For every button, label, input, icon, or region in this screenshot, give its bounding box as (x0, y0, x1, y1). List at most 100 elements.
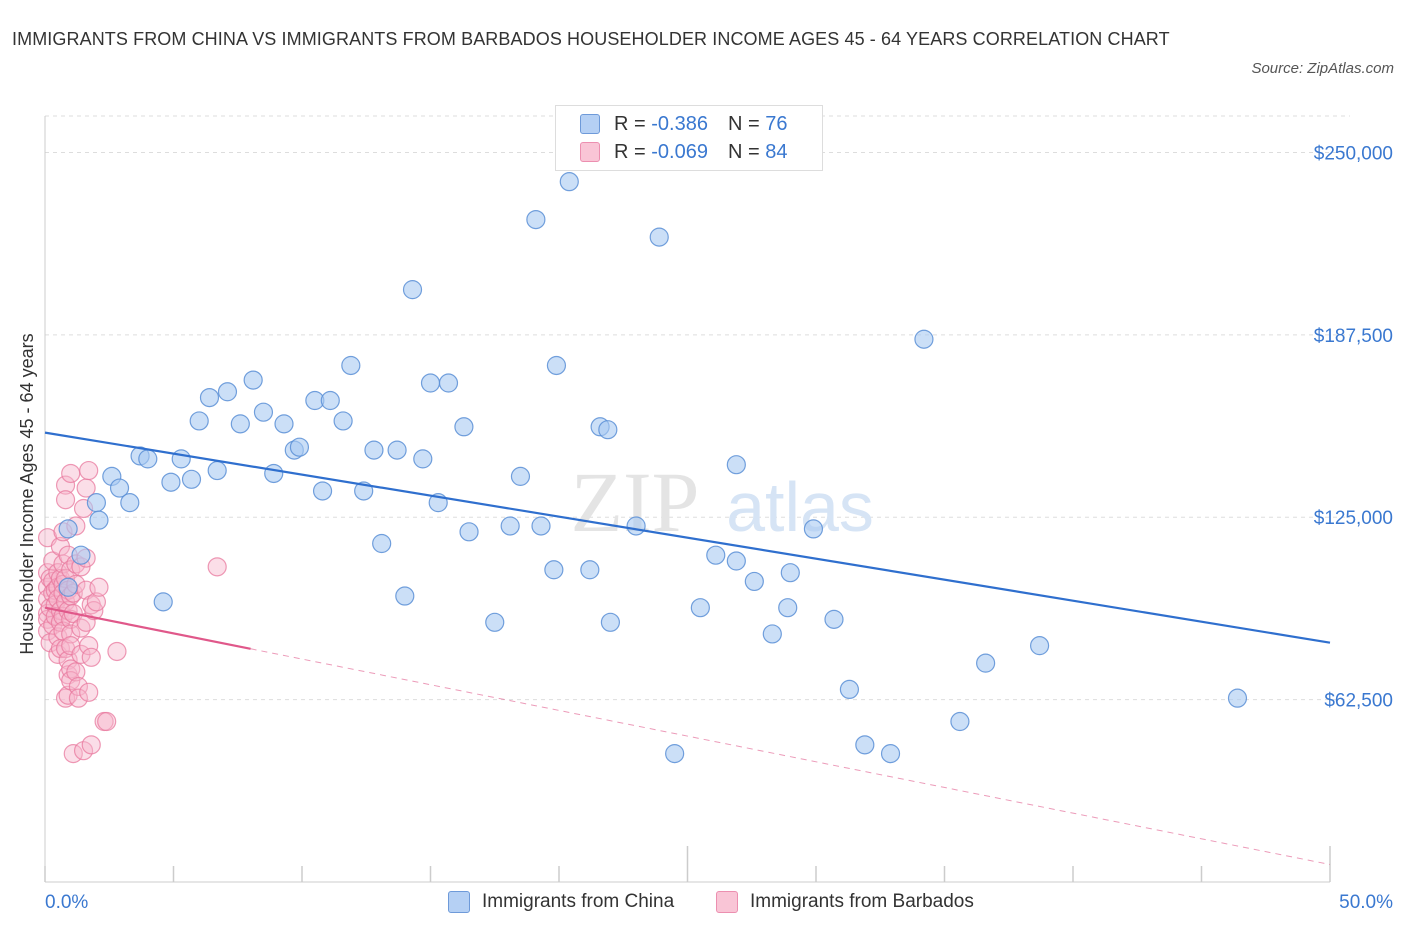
china-point (58, 519, 78, 539)
china-r-value: -0.386 (651, 112, 708, 135)
bottom-legend-china[interactable]: Immigrants from China (448, 888, 674, 916)
china-point (199, 387, 220, 408)
barbados-point (61, 463, 81, 484)
source-credit: Source: ZipAtlas.com (1251, 60, 1394, 77)
china-point (171, 449, 191, 469)
barbados-point (81, 735, 101, 755)
y-axis-label: Householder Income Ages 45 - 64 years (17, 333, 37, 654)
barbados-series (37, 460, 227, 764)
china-point (824, 609, 844, 629)
china-legend-label: Immigrants from China (482, 891, 675, 912)
china-point (744, 571, 764, 592)
china-point (109, 478, 130, 498)
watermark: ZIP atlas (571, 454, 874, 550)
china-point (395, 586, 415, 606)
china-series (58, 172, 1248, 764)
barbados-r-label: R = (614, 140, 652, 163)
china-point (726, 455, 746, 475)
barbados-point (55, 475, 76, 495)
china-point (649, 227, 669, 247)
china-point (312, 481, 333, 501)
china-point (230, 414, 250, 434)
barbados-point (79, 636, 99, 656)
china-point (264, 463, 284, 484)
china-point (626, 516, 646, 536)
china-point (161, 472, 181, 492)
legend-row-barbados: R = -0.069 N = 84 (580, 139, 787, 165)
china-point (880, 744, 901, 764)
china-point (207, 460, 227, 481)
china-point (189, 411, 209, 431)
china-swatch (580, 114, 600, 134)
china-legend-swatch (448, 891, 470, 913)
barbados-point (79, 682, 99, 702)
china-point (803, 519, 824, 539)
china-point (559, 172, 579, 192)
barbados-point (71, 618, 91, 638)
gridlines (45, 115, 1350, 701)
china-point (217, 382, 238, 402)
barbados-point (66, 662, 86, 682)
china-point (71, 545, 91, 565)
china-point (289, 437, 310, 457)
barbados-point (68, 688, 89, 708)
china-point (454, 417, 474, 437)
china-point (413, 449, 433, 469)
china-point (665, 744, 685, 764)
x-tick-label-min: 0.0% (45, 892, 88, 913)
china-point (341, 355, 361, 376)
trendlines (44, 431, 1331, 865)
barbados-point (73, 741, 94, 761)
china-point (438, 373, 459, 393)
china-point (914, 329, 934, 349)
barbados-trendline-dashed (250, 648, 1331, 865)
china-point (1227, 688, 1248, 708)
china-point (855, 735, 875, 755)
barbados-point (86, 592, 107, 612)
barbados-swatch (580, 142, 600, 162)
barbados-point (89, 577, 109, 597)
barbados-point (55, 490, 76, 510)
china-point (153, 592, 173, 612)
china-trendline (44, 431, 1331, 644)
barbados-point (207, 557, 227, 577)
y-tick-label: $62,500 (1324, 691, 1393, 712)
china-point (780, 563, 800, 583)
china-point (89, 510, 109, 530)
china-point (243, 370, 263, 390)
barbados-n-label: N = (727, 140, 766, 163)
china-point (387, 440, 407, 460)
china-point (364, 440, 384, 460)
china-n-label: N = (727, 112, 766, 135)
watermark-atlas: atlas (726, 468, 874, 546)
china-point (485, 612, 505, 632)
barbados-point (97, 711, 117, 732)
china-point (762, 624, 782, 644)
china-point (402, 280, 423, 300)
barbados-r-value: -0.069 (651, 140, 708, 163)
correlation-legend: R = -0.386 N = 76 R = -0.069 N = 84 (555, 105, 823, 171)
china-point (600, 612, 621, 632)
china-point (58, 577, 78, 597)
china-n-value: 76 (765, 112, 788, 135)
china-point (138, 449, 158, 469)
china-point (420, 373, 441, 393)
china-point (120, 493, 140, 513)
china-point (950, 711, 970, 732)
china-point (372, 533, 392, 554)
barbados-legend-label: Immigrants from Barbados (750, 891, 974, 912)
china-point (546, 355, 567, 376)
barbados-point (81, 647, 101, 667)
barbados-legend-swatch (716, 891, 738, 913)
china-point (274, 414, 294, 434)
barbados-n-value: 84 (765, 140, 788, 163)
china-point (1029, 636, 1050, 656)
bottom-legend-barbados[interactable]: Immigrants from Barbados (716, 888, 974, 916)
china-point (320, 390, 340, 411)
china-point (976, 653, 996, 673)
y-tick-label: $250,000 (1314, 143, 1393, 164)
china-point (333, 411, 353, 431)
china-point (531, 516, 551, 536)
china-point (839, 679, 860, 700)
